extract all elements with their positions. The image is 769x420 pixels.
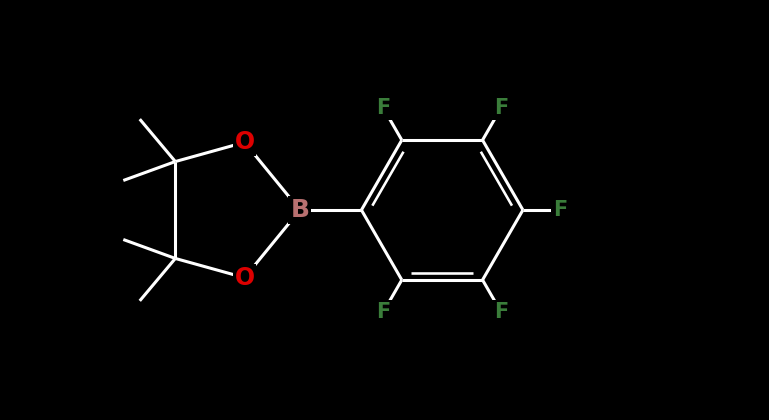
Text: F: F: [553, 200, 567, 220]
Text: F: F: [494, 302, 508, 322]
Text: B: B: [291, 198, 309, 222]
Text: F: F: [376, 98, 391, 118]
Text: O: O: [235, 130, 255, 154]
Text: O: O: [235, 266, 255, 290]
Text: F: F: [494, 98, 508, 118]
Text: F: F: [376, 302, 391, 322]
